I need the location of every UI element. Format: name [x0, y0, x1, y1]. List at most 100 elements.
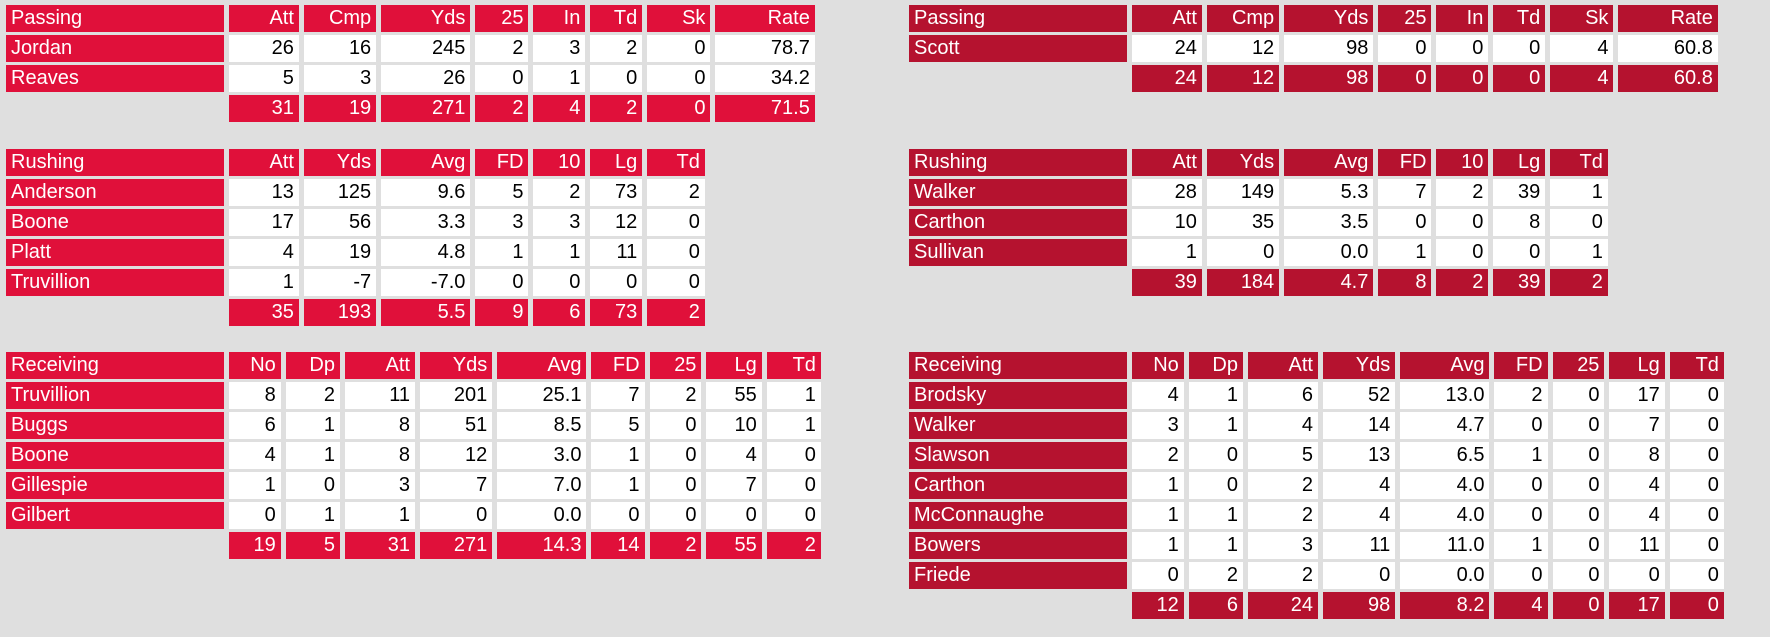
stat-cell: -7.0 [381, 269, 471, 296]
stat-cell: 19 [303, 239, 377, 266]
total-cell: 6 [533, 299, 586, 326]
player-row: Walker 3 1 4 14 4.7 0 0 7 0 [909, 412, 1724, 439]
player-name: Boone [6, 442, 224, 469]
stat-cell: 0 [1552, 562, 1605, 589]
receiving-table: Receiving No Dp Att Yds Avg FD 25 Lg Td Brodsky 4 1 6… [904, 349, 1729, 622]
stat-cell: 4 [1322, 502, 1396, 529]
column-header: Sk [647, 5, 711, 32]
stat-cell: 39 [1493, 179, 1546, 206]
stat-cell: 4 [1609, 472, 1665, 499]
total-cell: 0 [1436, 65, 1489, 92]
stat-cell: 98 [1284, 35, 1374, 62]
total-cell: 19 [228, 532, 281, 559]
total-cell: 0 [1669, 592, 1724, 619]
column-header: Att [1247, 352, 1318, 379]
column-header: Yds [1284, 5, 1374, 32]
totals-row: 24 12 98 0 0 0 4 60.8 [909, 65, 1718, 92]
total-cell: 31 [344, 532, 415, 559]
column-header: 25 [475, 5, 529, 32]
stat-cell: 34.2 [715, 65, 815, 92]
total-cell: 9 [475, 299, 529, 326]
stat-cell: 2 [475, 35, 529, 62]
stat-cell: 0 [591, 502, 645, 529]
stat-cell: 1 [1550, 179, 1608, 206]
player-row: Carthon 1 0 2 4 4.0 0 0 4 0 [909, 472, 1724, 499]
stat-cell: 8.5 [497, 412, 587, 439]
stat-cell: 0 [766, 502, 821, 529]
column-header: Avg [1284, 149, 1374, 176]
stat-cell: 11.0 [1400, 532, 1490, 559]
stat-cell: 73 [590, 179, 643, 206]
header-row: Receiving No Dp Att Yds Avg FD 25 Lg Td [6, 352, 821, 379]
stat-cell: 1 [766, 412, 821, 439]
player-name: Bowers [909, 532, 1127, 559]
stat-cell: 0 [649, 442, 702, 469]
stat-cell: 28 [1131, 179, 1202, 206]
stat-cell: 6.5 [1400, 442, 1490, 469]
stat-cell: 7 [706, 472, 762, 499]
column-header: No [228, 352, 281, 379]
stat-cell: 7.0 [497, 472, 587, 499]
total-cell: 2 [766, 532, 821, 559]
stat-cell: 17 [1609, 382, 1665, 409]
stat-cell: 8 [228, 382, 281, 409]
section-title: Passing [909, 5, 1127, 32]
player-row: Boone 17 56 3.3 3 3 12 0 [6, 209, 705, 236]
receiving-table: Receiving No Dp Att Yds Avg FD 25 Lg Td Truvillion… [1, 349, 826, 562]
column-header: Rate [1618, 5, 1718, 32]
player-name: Truvillion [6, 382, 224, 409]
stat-cell: 0 [1188, 442, 1243, 469]
player-row: Brodsky 4 1 6 52 13.0 2 0 17 0 [909, 382, 1724, 409]
column-header: 25 [1378, 5, 1432, 32]
stat-cell: 0 [1493, 35, 1546, 62]
total-cell: 2 [647, 299, 705, 326]
total-cell: 4 [1550, 65, 1614, 92]
stat-cell: 35 [1206, 209, 1280, 236]
player-name: Carthon [909, 209, 1127, 236]
stat-cell: 0 [649, 412, 702, 439]
player-name: Gillespie [6, 472, 224, 499]
stat-cell: 149 [1206, 179, 1280, 206]
stat-cell: 1 [1188, 502, 1243, 529]
player-row: Slawson 2 0 5 13 6.5 1 0 8 0 [909, 442, 1724, 469]
stat-cell: 25.1 [497, 382, 587, 409]
total-cell: 14.3 [497, 532, 587, 559]
stat-cell: 1 [475, 239, 529, 266]
header-row: Receiving No Dp Att Yds Avg FD 25 Lg Td [909, 352, 1724, 379]
player-row: Boone 4 1 8 12 3.0 1 0 4 0 [6, 442, 821, 469]
stat-cell: 1 [1131, 239, 1202, 266]
empty-cell [6, 532, 224, 559]
stat-cell: 1 [591, 472, 645, 499]
section-title: Passing [6, 5, 224, 32]
stat-cell: 1 [1494, 442, 1548, 469]
section-title: Rushing [909, 149, 1127, 176]
stat-cell: 0 [1378, 35, 1432, 62]
section-title: Rushing [6, 149, 224, 176]
column-header: Cmp [303, 5, 377, 32]
empty-cell [6, 95, 224, 122]
stat-cell: 1 [285, 442, 340, 469]
stat-cell: 4 [1131, 382, 1184, 409]
stat-cell: 2 [647, 179, 705, 206]
stat-cell: 2 [1247, 502, 1318, 529]
stat-cell: 4.8 [381, 239, 471, 266]
totals-row: 35 193 5.5 9 6 73 2 [6, 299, 705, 326]
total-cell: 0 [1378, 65, 1432, 92]
stat-cell: 1 [1188, 382, 1243, 409]
player-name: Truvillion [6, 269, 224, 296]
player-row: Buggs 6 1 8 51 8.5 5 0 10 1 [6, 412, 821, 439]
total-cell: 0 [1552, 592, 1605, 619]
stat-cell: 0 [1552, 502, 1605, 529]
total-cell: 24 [1247, 592, 1318, 619]
player-row: Truvillion 8 2 11 201 25.1 7 2 55 1 [6, 382, 821, 409]
passing-table: Passing Att Cmp Yds 25 In Td Sk Rate Jordan 26 16 24… [1, 2, 820, 125]
column-header: Lg [706, 352, 762, 379]
stat-cell: 1 [228, 472, 281, 499]
player-row: Gilbert 0 1 1 0 0.0 0 0 0 0 [6, 502, 821, 529]
column-header: Td [647, 149, 705, 176]
stat-cell: 8 [1609, 442, 1665, 469]
totals-row: 39 184 4.7 8 2 39 2 [909, 269, 1608, 296]
stat-cell: 7 [419, 472, 493, 499]
stat-cell: 8 [344, 442, 415, 469]
